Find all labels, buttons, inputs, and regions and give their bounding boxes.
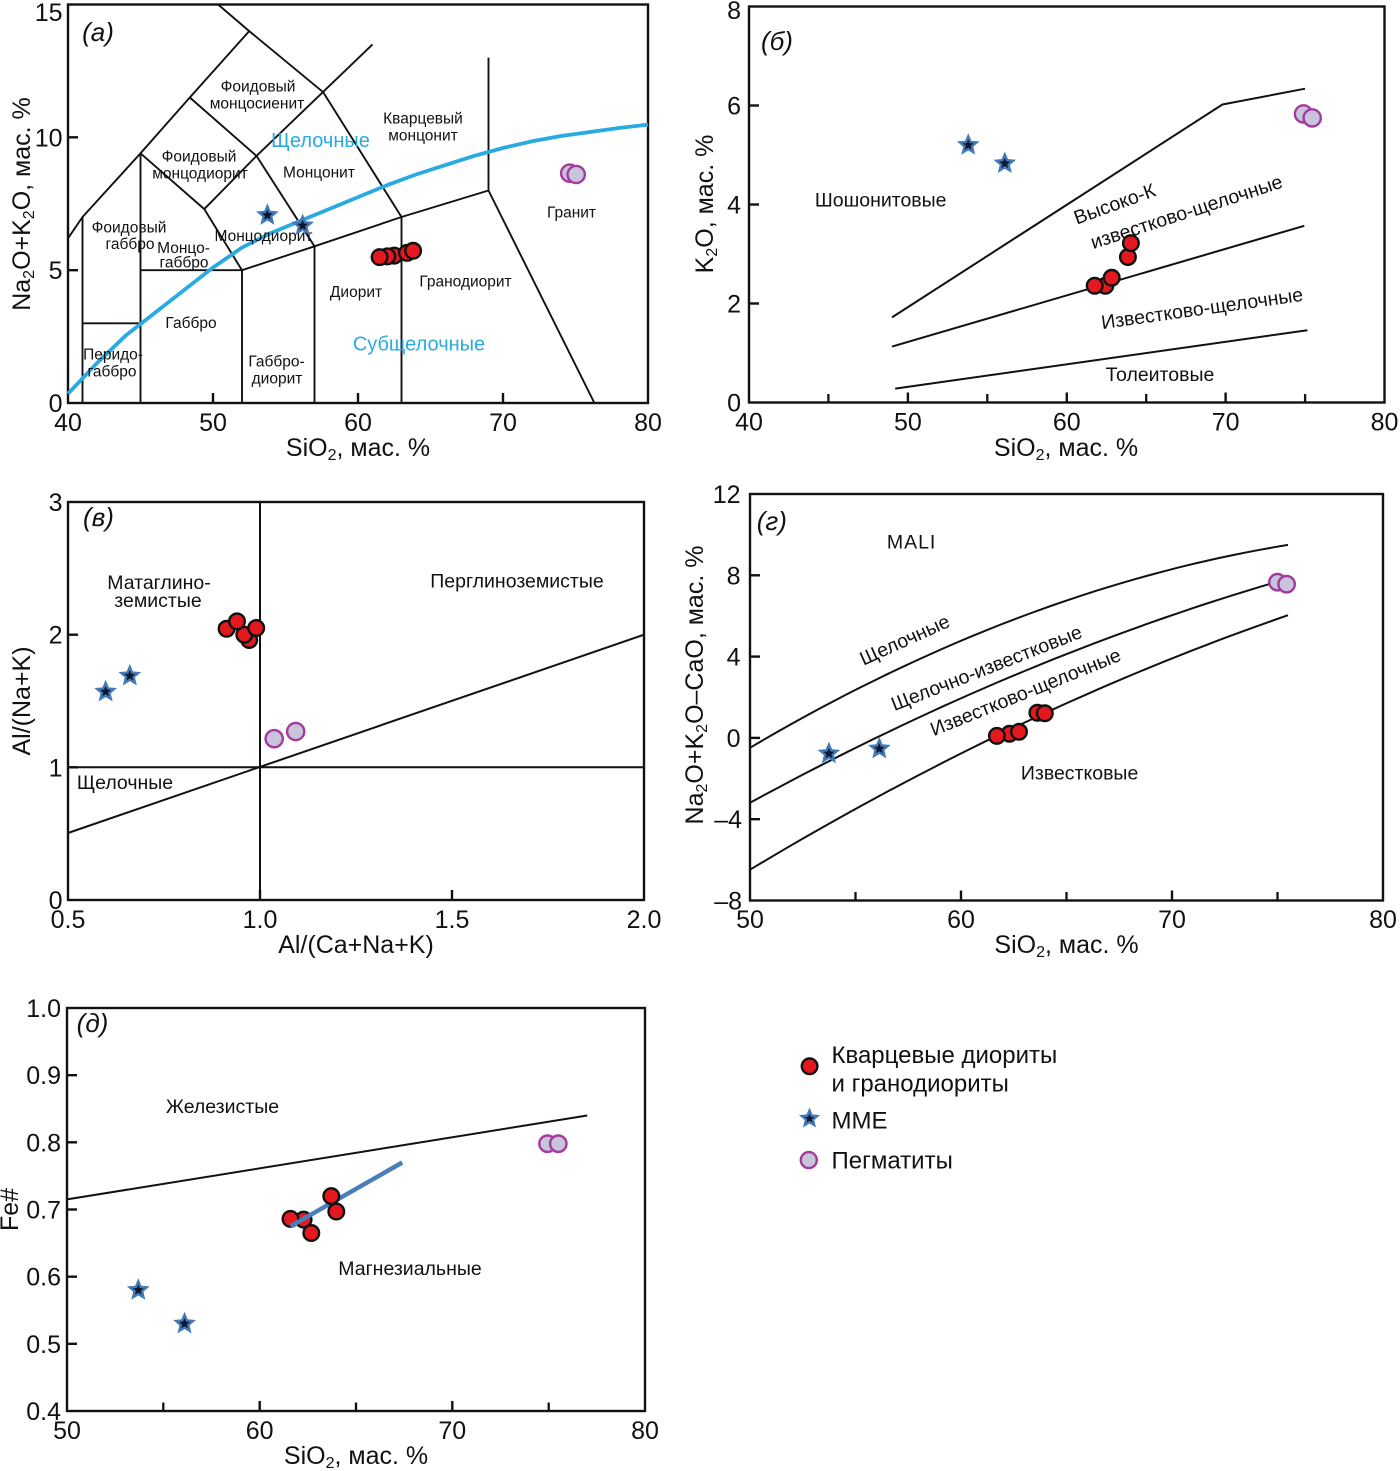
svg-text:диорит: диорит (252, 371, 303, 388)
svg-text:Известковые: Известковые (1021, 762, 1138, 784)
svg-text:Монцонит: Монцонит (283, 165, 355, 182)
svg-text:монцодиорит: монцодиорит (152, 166, 248, 183)
svg-text:70: 70 (1212, 409, 1240, 437)
svg-text:Фоидовый: Фоидовый (92, 220, 167, 237)
svg-text:Na2O+K2O–CaO, мас. %: Na2O+K2O–CaO, мас. % (681, 546, 711, 825)
svg-text:Габбро: Габбро (165, 315, 216, 332)
svg-text:Кварцевый: Кварцевый (383, 111, 463, 128)
svg-text:60: 60 (246, 1417, 274, 1445)
svg-text:2: 2 (49, 622, 63, 650)
svg-text:земистые: земистые (114, 590, 201, 612)
svg-text:80: 80 (631, 1417, 659, 1445)
svg-text:Толеитовые: Толеитовые (1106, 364, 1215, 386)
svg-text:1.5: 1.5 (435, 906, 470, 934)
svg-text:10: 10 (35, 124, 63, 152)
svg-text:Al/(Na+K): Al/(Na+K) (8, 646, 36, 755)
svg-text:Fe#: Fe# (0, 1188, 24, 1231)
svg-text:габбро: габбро (106, 236, 155, 253)
svg-text:MALI: MALI (887, 532, 937, 554)
svg-text:Фоидовый: Фоидовый (162, 149, 237, 166)
svg-text:40: 40 (54, 409, 82, 437)
svg-text:Матаглино-: Матаглино- (107, 572, 211, 594)
svg-text:50: 50 (199, 409, 227, 437)
svg-text:0.7: 0.7 (26, 1197, 61, 1225)
svg-text:габбро: габбро (88, 364, 137, 381)
svg-text:1: 1 (49, 754, 63, 782)
svg-text:40: 40 (735, 409, 763, 437)
svg-text:70: 70 (1158, 906, 1186, 934)
svg-text:SiO2, мас. %: SiO2, мас. % (284, 1442, 428, 1471)
svg-text:0.5: 0.5 (51, 906, 86, 934)
svg-text:4: 4 (727, 192, 741, 220)
svg-text:Фоидовый: Фоидовый (221, 79, 296, 96)
svg-text:SiO2, мас. %: SiO2, мас. % (994, 434, 1138, 464)
svg-text:0: 0 (727, 725, 741, 753)
svg-text:0.6: 0.6 (26, 1264, 61, 1292)
svg-text:0: 0 (49, 390, 63, 418)
svg-text:(г): (г) (757, 506, 787, 536)
svg-text:60: 60 (1053, 409, 1081, 437)
svg-text:4: 4 (727, 644, 741, 672)
svg-text:MME: MME (832, 1107, 888, 1134)
svg-text:50: 50 (894, 409, 922, 437)
svg-text:0.5: 0.5 (26, 1331, 61, 1359)
svg-text:6: 6 (727, 93, 741, 121)
svg-text:0: 0 (49, 887, 63, 915)
svg-text:5: 5 (49, 257, 63, 285)
svg-text:(а): (а) (82, 17, 114, 47)
svg-text:1.0: 1.0 (26, 995, 61, 1023)
svg-text:Магнезиальные: Магнезиальные (338, 1258, 481, 1280)
svg-text:Гранодиорит: Гранодиорит (419, 274, 511, 291)
svg-text:70: 70 (489, 409, 517, 437)
svg-text:3: 3 (49, 489, 63, 517)
svg-text:Диорит: Диорит (330, 284, 382, 301)
svg-text:и гранодиориты: и гранодиориты (832, 1070, 1009, 1097)
svg-text:Al/(Ca+Na+K): Al/(Ca+Na+K) (278, 931, 434, 959)
svg-text:монцосиенит: монцосиенит (210, 96, 305, 113)
svg-text:50: 50 (736, 906, 764, 934)
svg-text:50: 50 (53, 1417, 81, 1445)
svg-text:80: 80 (634, 409, 662, 437)
svg-text:2: 2 (727, 291, 741, 319)
svg-text:Монцодиорит: Монцодиорит (215, 228, 313, 245)
svg-text:(в): (в) (83, 502, 114, 532)
svg-text:70: 70 (438, 1417, 466, 1445)
svg-text:80: 80 (1369, 906, 1397, 934)
svg-text:60: 60 (344, 409, 372, 437)
svg-text:80: 80 (1371, 409, 1399, 437)
svg-text:Субщелочные: Субщелочные (353, 334, 485, 356)
svg-text:–8: –8 (714, 888, 742, 916)
svg-text:Шошонитовые: Шошонитовые (815, 189, 947, 211)
svg-text:15: 15 (35, 0, 63, 27)
svg-text:1.0: 1.0 (243, 906, 278, 934)
svg-text:(б): (б) (761, 26, 793, 56)
svg-text:монцонит: монцонит (388, 128, 457, 145)
svg-text:SiO2, мас. %: SiO2, мас. % (994, 931, 1138, 961)
svg-text:Щелочные: Щелочные (77, 772, 173, 794)
svg-text:Кварцевые диориты: Кварцевые диориты (832, 1042, 1058, 1069)
svg-text:0.9: 0.9 (26, 1062, 61, 1090)
svg-text:габбро: габбро (160, 255, 209, 272)
svg-text:–4: –4 (714, 806, 742, 834)
svg-text:12: 12 (713, 481, 741, 509)
svg-text:Щелочные: Щелочные (271, 130, 370, 152)
svg-text:SiO2, мас. %: SiO2, мас. % (286, 434, 430, 464)
svg-text:(д): (д) (77, 1008, 109, 1038)
svg-text:Перглиноземистые: Перглиноземистые (430, 571, 603, 593)
svg-text:Пегматиты: Пегматиты (832, 1147, 953, 1174)
svg-text:60: 60 (947, 906, 975, 934)
svg-text:Перидо-: Перидо- (83, 347, 143, 364)
svg-text:Железистые: Железистые (166, 1096, 279, 1118)
svg-text:0: 0 (727, 390, 741, 418)
svg-text:0.4: 0.4 (26, 1398, 61, 1426)
svg-text:Гранит: Гранит (547, 205, 596, 222)
svg-text:8: 8 (727, 562, 741, 590)
svg-text:8: 8 (727, 0, 741, 25)
svg-text:2.0: 2.0 (627, 906, 662, 934)
svg-text:Габбро-: Габбро- (248, 354, 304, 371)
svg-text:0.8: 0.8 (26, 1129, 61, 1157)
svg-text:Монцо-: Монцо- (157, 240, 210, 257)
